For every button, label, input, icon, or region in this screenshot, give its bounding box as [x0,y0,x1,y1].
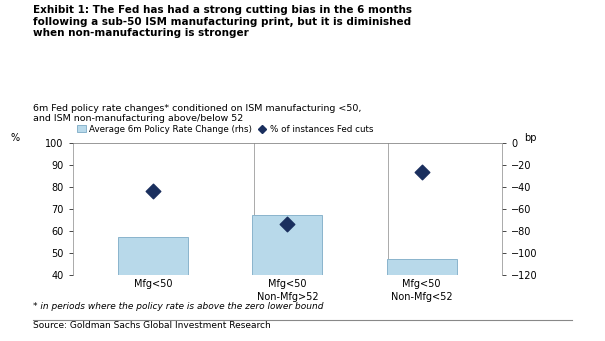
Point [283,221,292,227]
Text: 6m Fed policy rate changes* conditioned on ISM manufacturing <50,
and ISM non-ma: 6m Fed policy rate changes* conditioned … [33,104,362,123]
Bar [252,216,322,275]
Point [148,189,158,194]
Legend: Average 6m Policy Rate Change (rhs), % of instances Fed cuts: Average 6m Policy Rate Change (rhs), % o… [77,124,373,134]
Text: %: % [10,133,19,143]
Bar [118,237,188,275]
Point [417,169,427,174]
Text: * in periods where the policy rate is above the zero lower bound: * in periods where the policy rate is ab… [33,302,324,311]
Text: bp: bp [523,133,536,143]
Bar [387,259,457,275]
Text: Exhibit 1: The Fed has had a strong cutting bias in the 6 months
following a sub: Exhibit 1: The Fed has had a strong cutt… [33,5,412,38]
Text: Source: Goldman Sachs Global Investment Research: Source: Goldman Sachs Global Investment … [33,321,271,329]
